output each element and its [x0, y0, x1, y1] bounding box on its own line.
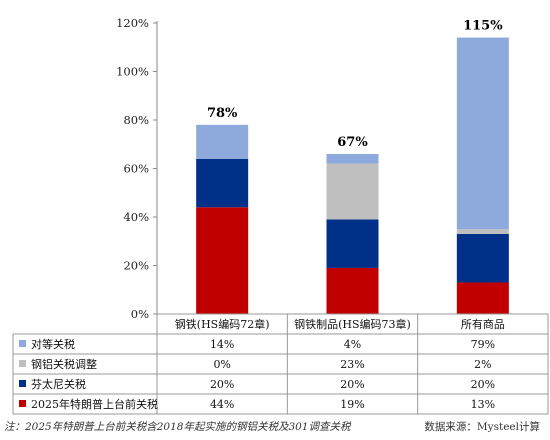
data-label: 20% [340, 378, 364, 391]
bar-segment [326, 153, 379, 164]
bar-segment [456, 233, 509, 283]
bar-segment [196, 124, 249, 159]
y-tick-label: 100% [116, 65, 149, 79]
y-tick-label: 20% [123, 259, 149, 273]
total-labels: 78% 67% 115% [207, 19, 503, 150]
bar-segment [456, 229, 509, 234]
y-tick-label: 40% [123, 210, 149, 224]
data-label: 20% [471, 378, 495, 391]
bar-segment [456, 282, 509, 314]
legend-swatch [19, 400, 26, 407]
x-category-label: 钢铁制品(HS编码73章) [294, 317, 411, 331]
legend-swatch [19, 340, 26, 347]
data-label: 2% [474, 358, 491, 371]
bar-segment [326, 163, 379, 220]
bar-segment [326, 267, 379, 314]
bar-segment [326, 219, 379, 268]
footnote: 注：2025年特朗普上台前关税含2018年起实施的钢铝关税及301调查关税 [4, 421, 351, 433]
bar-total-label: 115% [463, 19, 503, 34]
legend-entry: 钢铝关税调整 [31, 357, 97, 371]
data-label: 13% [471, 398, 495, 411]
data-label: 0% [213, 358, 230, 371]
data-label: 44% [210, 398, 234, 411]
data-label: 14% [210, 338, 234, 351]
bars [196, 37, 509, 314]
bar-total-label: 67% [337, 135, 368, 150]
y-tick-label: 60% [123, 162, 149, 176]
data-label: 4% [344, 338, 361, 351]
data-source: 数据来源：Mysteel计算 [424, 421, 540, 433]
x-category-label: 钢铁(HS编码72章) [175, 317, 270, 331]
data-label: 20% [210, 378, 234, 391]
bar-segment [456, 37, 509, 230]
bar-total-label: 78% [207, 106, 238, 121]
legend-entry: 芬太尼关税 [31, 377, 86, 391]
legend-swatch [19, 380, 26, 387]
y-tick-label: 0% [131, 307, 149, 321]
bar-segment [196, 207, 249, 314]
legend-entry: 对等关税 [31, 337, 75, 351]
x-category-label: 所有商品 [461, 317, 505, 331]
bar-segment [196, 158, 249, 208]
data-label: 19% [340, 398, 364, 411]
data-label: 23% [340, 358, 364, 371]
data-label: 79% [471, 338, 495, 351]
legend-swatch [19, 360, 26, 367]
y-tick-label: 80% [123, 113, 149, 127]
y-tick-label: 120% [116, 16, 149, 30]
legend-entry: 2025年特朗普上台前关税 [31, 397, 158, 411]
y-axis: 0% 20% 40% 60% 80% 100% 120% [116, 16, 158, 321]
